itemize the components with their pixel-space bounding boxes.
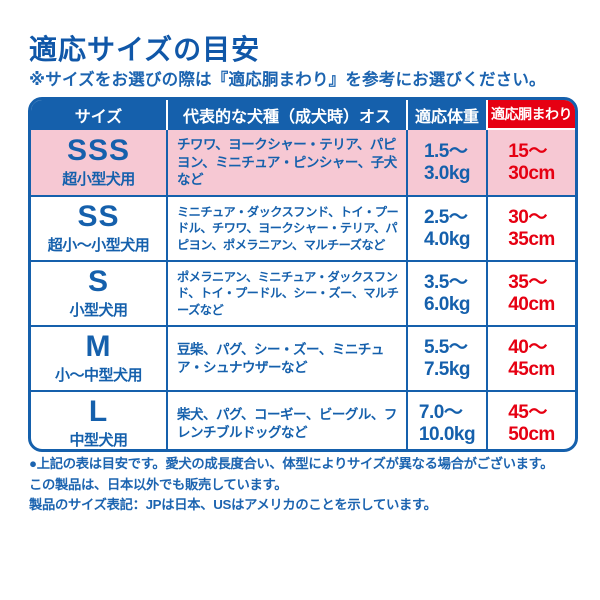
size-cell: S 小型犬用 xyxy=(31,262,166,325)
table-row-m: M 小〜中型犬用 豆柴、パグ、シー・ズー、ミニチュア・シュナウザーなど 5.5〜… xyxy=(31,325,575,390)
waist-range: 30〜 35cm xyxy=(508,206,555,250)
weight-cell: 3.5〜 6.0kg xyxy=(406,262,486,325)
weight-range: 1.5〜 3.0kg xyxy=(423,140,471,184)
size-cell: M 小〜中型犬用 xyxy=(31,327,166,390)
size-label: SSS xyxy=(66,134,131,167)
size-cell: SS 超小〜小型犬用 xyxy=(31,197,166,260)
waist-cell: 35〜 40cm xyxy=(486,262,575,325)
size-sublabel: 超小型犬用 xyxy=(62,171,135,188)
breeds-cell: 柴犬、パグ、コーギー、ビーグル、フレンチブルドッグなど xyxy=(166,392,406,449)
header-size: サイズ xyxy=(74,109,123,126)
size-table: サイズ 代表的な犬種（成犬時）オス 適応体重 適応胴まわり SSS 超小型犬用 … xyxy=(28,97,578,452)
table-header-row: サイズ 代表的な犬種（成犬時）オス 適応体重 適応胴まわり xyxy=(31,100,575,130)
table-row-s: S 小型犬用 ポメラニアン、ミニチュア・ダックスフンド、トイ・プードル、シー・ズ… xyxy=(31,260,575,325)
weight-range: 7.0〜 10.0kg xyxy=(418,401,476,445)
size-label: S xyxy=(87,265,109,298)
size-label: L xyxy=(88,395,109,428)
waist-cell: 45〜 50cm xyxy=(486,392,575,449)
weight-range: 2.5〜 4.0kg xyxy=(423,206,471,250)
size-cell: SSS 超小型犬用 xyxy=(31,130,166,195)
waist-cell: 40〜 45cm xyxy=(486,327,575,390)
waist-cell: 30〜 35cm xyxy=(486,197,575,260)
waist-range: 40〜 45cm xyxy=(508,336,555,380)
page-title: 適応サイズの目安 xyxy=(29,34,261,65)
waist-range: 15〜 30cm xyxy=(508,140,555,184)
weight-cell: 1.5〜 3.0kg xyxy=(406,130,486,195)
size-cell: L 中型犬用 xyxy=(31,392,166,450)
footer-notes: ●上記の表は目安です。愛犬の成長度合い、体型によりサイズが異なる場合がございます… xyxy=(29,454,595,516)
size-label: M xyxy=(85,330,112,363)
header-girth: 適応胴まわり xyxy=(486,100,575,130)
size-sublabel: 中型犬用 xyxy=(69,432,128,449)
weight-range: 5.5〜 7.5kg xyxy=(423,336,471,380)
size-sublabel: 小〜中型犬用 xyxy=(54,367,143,384)
page-subtitle: ※サイズをお選びの際は『適応胴まわり』を参考にお選びください。 xyxy=(29,71,546,89)
weight-cell: 2.5〜 4.0kg xyxy=(406,197,486,260)
table-row-l: L 中型犬用 柴犬、パグ、コーギー、ビーグル、フレンチブルドッグなど 7.0〜 … xyxy=(31,390,575,450)
size-sublabel: 超小〜小型犬用 xyxy=(47,237,150,254)
size-label: SS xyxy=(77,200,120,233)
weight-cell: 7.0〜 10.0kg xyxy=(406,392,486,449)
breeds-cell: ミニチュア・ダックスフンド、トイ・プードル、チワワ、ヨークシャー・テリア、パピヨ… xyxy=(166,197,406,260)
note-line: この製品は、日本以外でも販売しています。 xyxy=(29,476,288,492)
table-row-ss: SS 超小〜小型犬用 ミニチュア・ダックスフンド、トイ・プードル、チワワ、ヨーク… xyxy=(31,195,575,260)
header-breeds: 代表的な犬種（成犬時）オス xyxy=(166,100,406,130)
waist-cell: 15〜 30cm xyxy=(486,130,575,195)
note-line: ●上記の表は目安です。愛犬の成長度合い、体型によりサイズが異なる場合がございます… xyxy=(29,456,554,471)
size-sublabel: 小型犬用 xyxy=(69,302,128,319)
breeds-cell: 豆柴、パグ、シー・ズー、ミニチュア・シュナウザーなど xyxy=(166,327,406,390)
header-weight: 適応体重 xyxy=(406,100,486,130)
weight-range: 3.5〜 6.0kg xyxy=(423,271,471,315)
waist-range: 45〜 50cm xyxy=(508,401,555,445)
table-row-sss: SSS 超小型犬用 チワワ、ヨークシャー・テリア、パピヨン、ミニチュア・ピンシャ… xyxy=(31,130,575,195)
weight-cell: 5.5〜 7.5kg xyxy=(406,327,486,390)
waist-range: 35〜 40cm xyxy=(508,271,555,315)
note-line: 製品のサイズ表記：JPは日本、USはアメリカのことを示しています。 xyxy=(29,497,437,513)
breeds-cell: ポメラニアン、ミニチュア・ダックスフンド、トイ・プードル、シー・ズー、マルチーズ… xyxy=(166,262,406,325)
breeds-cell: チワワ、ヨークシャー・テリア、パピヨン、ミニチュア・ピンシャー、子犬など xyxy=(166,130,406,195)
